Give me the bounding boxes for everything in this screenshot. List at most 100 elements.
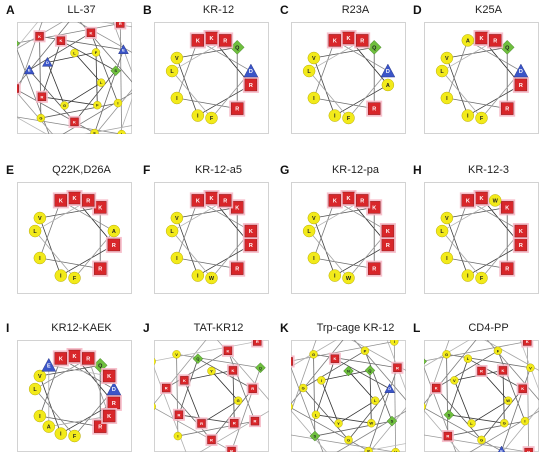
residue-marker: D (380, 63, 396, 78)
wheel-connector (64, 82, 102, 106)
residue-marker: V (440, 211, 454, 225)
wheel-connector (60, 40, 116, 72)
residue-letter: F (95, 50, 98, 55)
panel-title: KR-12 (202, 4, 235, 16)
wheel-connector (386, 340, 406, 392)
residue-marker: L (302, 224, 316, 238)
residue-letter: R (249, 243, 253, 249)
residue-letter: F (347, 116, 351, 122)
wheel-connector (334, 358, 390, 390)
wheel-connector (154, 340, 207, 405)
residue-marker: G (233, 396, 243, 405)
residue-marker: K (68, 115, 81, 128)
residue-letter: I (176, 256, 178, 262)
wheel-connector (176, 354, 179, 437)
wheel-connector (60, 244, 115, 276)
residue-marker: R (354, 192, 371, 209)
residue-marker: D (106, 381, 122, 396)
residue-marker: I (317, 376, 326, 385)
residue-letter: S (448, 412, 451, 417)
residue-letter: R (235, 267, 239, 273)
wheel-connector (469, 410, 539, 452)
wheel-connector (424, 410, 460, 452)
wheel-connector (39, 36, 42, 119)
residue-letter: L (307, 229, 311, 235)
residue-letter: R (86, 357, 90, 363)
residue-letter: R (177, 412, 180, 417)
wheel-connector (313, 354, 316, 437)
residue-marker: L (70, 48, 79, 58)
wheel-connector (291, 366, 324, 452)
wheel-connector (41, 40, 62, 97)
panel-letter: I (6, 321, 10, 335)
wheel-connector (448, 358, 469, 415)
residue-letter: W (369, 421, 373, 426)
residue-letter: K (480, 196, 484, 202)
wheel-connector (90, 32, 119, 104)
residue-marker: R (80, 350, 97, 367)
residue-marker: R (229, 100, 246, 117)
residue-marker: I (33, 409, 47, 423)
residue-letter: I (197, 274, 199, 280)
residue-marker: R (80, 192, 97, 209)
residue-letter: G (445, 352, 448, 357)
residue-marker: W (342, 271, 355, 285)
wheel-frame (17, 182, 132, 294)
residue-letter: R (200, 421, 203, 426)
residue-marker: R (242, 236, 259, 253)
residue-marker: K (430, 382, 443, 395)
helical-wheel: K R I V K R I K K W L R (291, 182, 406, 294)
residue-letter: G (480, 437, 483, 442)
residue-letter: S (391, 419, 394, 424)
wheel-connector (446, 257, 508, 270)
residue-letter: G (39, 116, 42, 121)
residue-letter: A (47, 425, 51, 431)
residue-letter: Q (372, 45, 377, 51)
helical-wheel: K R I V K R I K K W L R (154, 182, 269, 294)
residue-letter: K (73, 196, 77, 202)
residue-marker: I (191, 269, 205, 282)
panel-a: A LL-37 LLGDFFRKSKEKIGKEFKRIVQRIKDFLRNLV… (6, 0, 143, 158)
wheel-connector (348, 70, 389, 119)
residue-marker: L (96, 78, 106, 87)
wheel-connector (40, 102, 119, 119)
wheel-connector (39, 206, 101, 219)
wheel-connector (39, 257, 101, 270)
residue-marker: I (328, 109, 342, 122)
residue-letter: I (334, 274, 336, 280)
wheel-connector (95, 52, 98, 106)
helical-wheel: LLGDFFRKSKEKIGKEFKRIVQRIKDFLRNLVPRTES (17, 22, 132, 134)
residue-marker: Q (192, 353, 204, 364)
residue-letter: V (38, 374, 42, 380)
residue-letter: I (60, 432, 62, 438)
residue-letter: K (521, 386, 524, 391)
residue-marker: K (326, 32, 343, 49)
residue-letter: L (33, 387, 37, 393)
wheel-connector (39, 415, 101, 428)
residue-marker: I (54, 427, 68, 440)
residue-marker: I (54, 269, 68, 282)
wheel-connector (39, 200, 62, 259)
wheel-connector (313, 57, 336, 116)
panel-letter: J (143, 321, 150, 335)
residue-marker: R (512, 76, 529, 93)
residue-marker: R (487, 32, 504, 49)
wheel-connector (154, 341, 258, 362)
wheel-frame (154, 22, 269, 134)
wheel-connector (435, 350, 499, 389)
residue-letter: R (480, 369, 483, 374)
wheel-connector (302, 350, 366, 389)
residue-marker: S (443, 409, 455, 421)
residue-letter: R (360, 39, 364, 45)
residue-letter: D (388, 386, 391, 391)
wheel-connector (369, 370, 372, 424)
residue-marker: V (307, 211, 321, 225)
wheel-connector (176, 97, 238, 110)
residue-marker: G (500, 418, 509, 428)
residue-letter: K (196, 39, 200, 45)
residue-letter: K (372, 205, 376, 211)
residue-marker: K (459, 192, 476, 209)
wheel-connector (424, 341, 528, 362)
residue-marker: E (23, 64, 35, 75)
residue-letter: L (170, 229, 174, 235)
